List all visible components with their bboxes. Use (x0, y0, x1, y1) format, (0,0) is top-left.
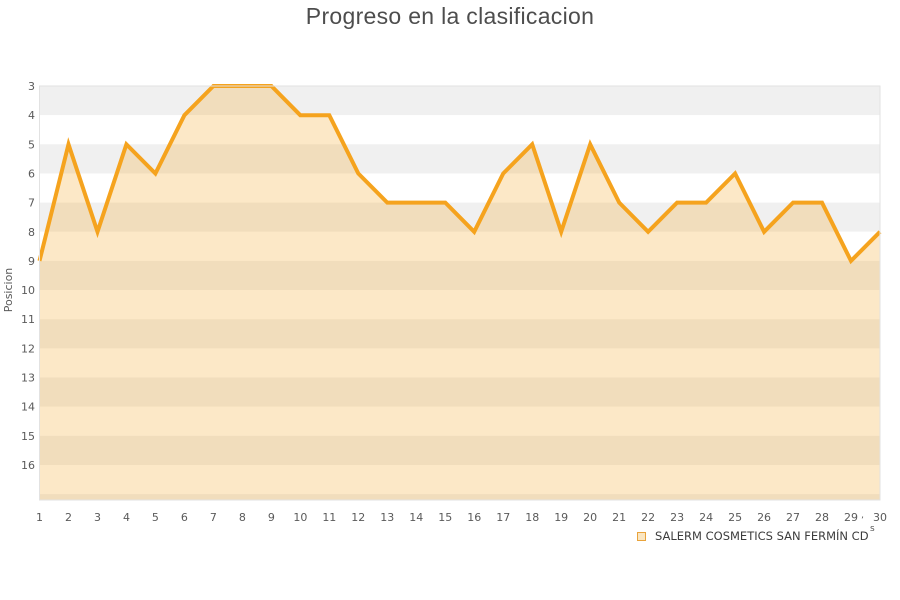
y-axis-label: 5 (28, 138, 35, 151)
x-axis-label: 13 (380, 511, 394, 524)
plot-band (39, 435, 880, 465)
x-axis-label: 3 (94, 511, 101, 524)
y-axis-label: 3 (28, 80, 35, 93)
x-axis-label: 16 (467, 511, 481, 524)
y-axis-label: 8 (28, 226, 35, 239)
x-axis-label: 14 (409, 511, 423, 524)
plot-band (39, 377, 880, 407)
plot-band (39, 115, 880, 145)
x-axis-label: 22 (641, 511, 655, 524)
x-axis-label: 17 (496, 511, 510, 524)
stray-apostrophe-mark: ’ (861, 516, 864, 526)
x-axis-label: 26 (757, 511, 771, 524)
x-axis-label: 18 (525, 511, 539, 524)
legend-swatch-icon (637, 531, 646, 541)
x-axis-label: 30 (873, 511, 887, 524)
x-axis-label: 4 (123, 511, 130, 524)
x-axis-label: 20 (583, 511, 597, 524)
x-axis-label: 8 (239, 511, 246, 524)
x-axis-label: 2 (65, 511, 72, 524)
series-area (39, 86, 880, 500)
x-axis-label: 1 (36, 511, 43, 524)
x-axis-label: 7 (210, 511, 217, 524)
x-axis-label: 23 (670, 511, 684, 524)
plot-band (39, 144, 880, 174)
x-axis-label: 15 (438, 511, 452, 524)
legend-label: SALERM COSMETICS SAN FERMÍN CD (655, 529, 869, 543)
y-axis-label: 14 (21, 401, 35, 414)
plot-band (39, 86, 880, 116)
plot-band (39, 231, 880, 261)
plot-band (39, 319, 880, 349)
y-axis-label: 11 (21, 313, 35, 326)
y-axis-label: 16 (21, 459, 35, 472)
plot-band (39, 260, 880, 291)
x-axis-label: 6 (181, 511, 188, 524)
x-axis-label: 24 (699, 511, 713, 524)
x-axis-label: 12 (351, 511, 365, 524)
legend-item[interactable]: SALERM COSMETICS SAN FERMÍN CD (637, 529, 869, 543)
x-axis-label: 28 (815, 511, 829, 524)
y-axis-label: 6 (28, 167, 35, 180)
x-axis-label: 9 (268, 511, 275, 524)
stray-superscript-mark: s (870, 524, 875, 534)
x-axis-label: 10 (293, 511, 307, 524)
y-axis-label: 7 (28, 197, 35, 210)
series-line (37, 84, 882, 265)
y-axis-label: 15 (21, 430, 35, 443)
plot-band (39, 494, 880, 500)
y-axis-label: 9 (28, 255, 35, 268)
plot-band (39, 290, 880, 320)
x-axis-label: 5 (152, 511, 159, 524)
x-axis-label: 25 (728, 511, 742, 524)
x-axis-label: 11 (322, 511, 336, 524)
x-axis-label: 27 (786, 511, 800, 524)
y-axis-label: 10 (21, 284, 35, 297)
y-axis-title: Posicion (2, 268, 15, 313)
plot-band (39, 406, 880, 436)
y-axis-label: 4 (28, 109, 35, 122)
x-axis-label: 19 (554, 511, 568, 524)
x-axis-label: 29 (844, 511, 858, 524)
y-axis-label: 13 (21, 372, 35, 385)
plot-band (39, 173, 880, 203)
plot-band (39, 465, 880, 495)
x-axis-label: 21 (612, 511, 626, 524)
plot-band (39, 348, 880, 378)
y-axis-label: 12 (21, 342, 35, 355)
chart-title: Progreso en la clasificacion (305, 3, 595, 29)
plot-border (39, 85, 881, 501)
